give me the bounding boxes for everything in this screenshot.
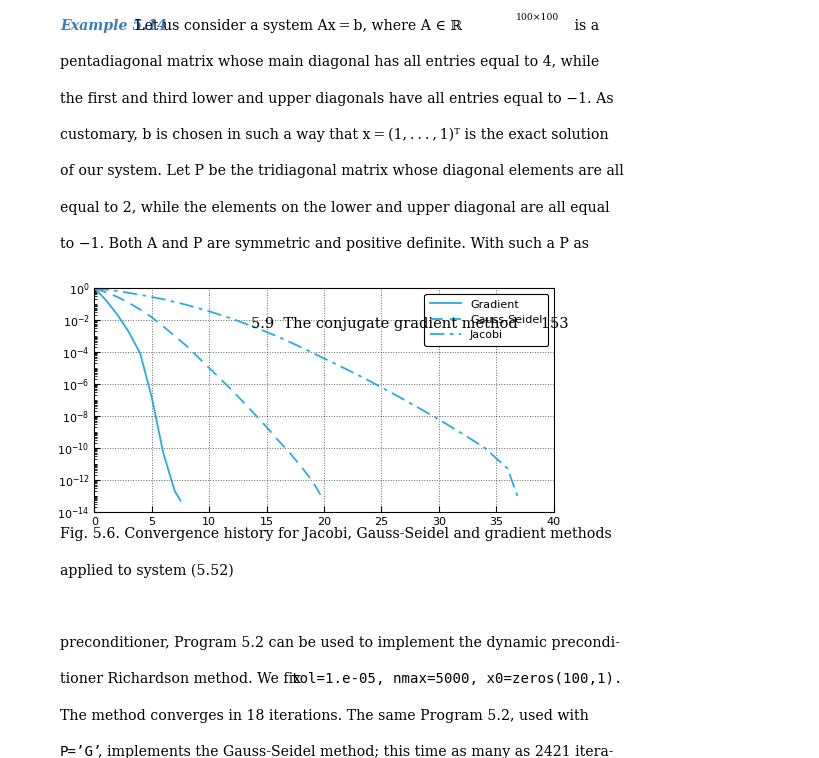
Text: is a: is a [569,19,599,33]
Gradient [124,327,133,337]
Text: the first and third lower and upper diagonals have all entries equal to −1. As: the first and third lower and upper diag… [60,92,613,105]
Jacobi [387,389,397,398]
Gauss-Seidel [296,462,305,471]
Jacobi [479,443,489,453]
Text: tol=1.e-05, nmax=5000, x0=zeros(100,1).: tol=1.e-05, nmax=5000, x0=zeros(100,1). [291,672,622,686]
Text: 100×100: 100×100 [515,13,559,22]
Jacobi [410,402,420,411]
Text: of our system. Let P be the tridiagonal matrix whose diagonal elements are all: of our system. Let P be the tridiagonal … [60,164,623,178]
Text: customary, b is chosen in such a way that x = (1, . . . , 1)ᵀ is the exact solut: customary, b is chosen in such a way tha… [60,128,608,143]
Jacobi [227,314,237,323]
Jacobi [204,307,214,316]
Text: Example 5.14: Example 5.14 [60,19,166,33]
Text: Fig. 5.6. Convergence history for Jacobi, Gauss-Seidel and gradient methods: Fig. 5.6. Convergence history for Jacobi… [60,527,611,540]
Gradient [101,296,111,305]
Line: Gauss-Seidel: Gauss-Seidel [94,288,324,500]
Gradient [175,496,185,505]
Legend: Gradient, Gauss-Seidel, Jacobi: Gradient, Gauss-Seidel, Jacobi [424,293,547,346]
Gauss-Seidel [101,287,111,296]
Text: 5.9  The conjugate gradient method     153: 5.9 The conjugate gradient method 153 [251,318,568,331]
Line: Jacobi: Jacobi [94,288,518,500]
Gradient [89,283,99,293]
Text: applied to system (5.52): applied to system (5.52) [60,563,233,578]
Line: Gradient: Gradient [94,288,180,500]
Gauss-Seidel [181,341,191,350]
Gauss-Seidel [273,436,283,445]
Gradient [135,349,145,358]
Jacobi [514,496,523,505]
Jacobi [135,290,145,299]
Gauss-Seidel [89,283,99,293]
Jacobi [112,287,122,296]
Gauss-Seidel [307,477,317,486]
Gradient [158,448,168,457]
Jacobi [502,464,512,473]
Gauss-Seidel [124,298,133,307]
Text: equal to 2, while the elements on the lower and upper diagonal are all equal: equal to 2, while the elements on the lo… [60,201,609,215]
Gauss-Seidel [170,331,179,340]
Gauss-Seidel [319,496,328,505]
Jacobi [364,377,374,386]
Gauss-Seidel [147,312,156,321]
Jacobi [273,332,283,341]
Text: to −1. Both A and P are symmetric and positive definite. With such a P as: to −1. Both A and P are symmetric and po… [60,237,588,251]
Text: Let us consider a system Ax = b, where A ∈ ℝ: Let us consider a system Ax = b, where A… [135,19,462,33]
Gauss-Seidel [112,293,122,302]
Text: tioner Richardson method. We fix: tioner Richardson method. We fix [60,672,305,686]
Jacobi [456,429,466,438]
Jacobi [296,343,305,352]
Jacobi [181,300,191,309]
Gauss-Seidel [250,410,260,419]
Gauss-Seidel [158,322,168,331]
Jacobi [250,323,260,332]
Gauss-Seidel [215,374,225,384]
Gradient [147,393,156,402]
Gauss-Seidel [204,363,214,372]
Text: preconditioner, Program 5.2 can be used to implement the dynamic precondi-: preconditioner, Program 5.2 can be used … [60,636,619,650]
Jacobi [319,354,328,363]
Gauss-Seidel [192,352,202,362]
Gradient [170,487,179,496]
Gauss-Seidel [284,448,294,457]
Text: pentadiagonal matrix whose main diagonal has all entries equal to 4, while: pentadiagonal matrix whose main diagonal… [60,55,599,69]
Jacobi [342,365,351,374]
Gauss-Seidel [227,386,237,395]
Text: , implements the Gauss-Seidel method; this time as many as 2421 itera-: , implements the Gauss-Seidel method; th… [98,745,613,758]
Gauss-Seidel [261,422,271,431]
Gauss-Seidel [238,398,248,407]
Text: P=’G’: P=’G’ [60,745,102,758]
Gauss-Seidel [135,305,145,314]
Gradient [112,310,122,319]
Jacobi [158,295,168,304]
Text: The method converges in 18 iterations. The same Program 5.2, used with: The method converges in 18 iterations. T… [60,709,588,722]
Jacobi [433,415,443,424]
Jacobi [89,283,99,293]
